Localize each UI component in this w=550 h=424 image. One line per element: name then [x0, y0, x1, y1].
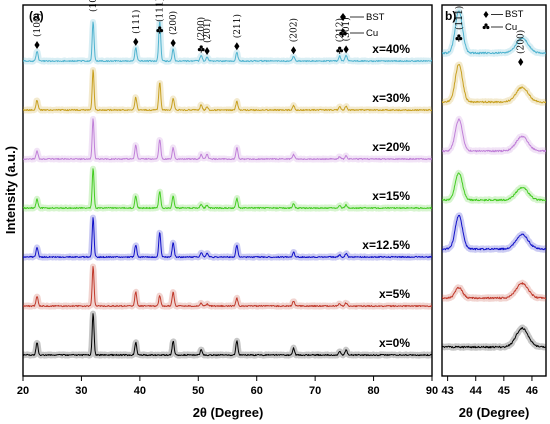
legend-bst-label: BST [366, 12, 385, 23]
b-series-line-6 [442, 10, 546, 55]
series-line-4 [23, 118, 432, 161]
peak-hkl-label: (202) [289, 18, 300, 42]
a-tick-label: 90 [426, 385, 438, 397]
legend-cu-label: Cu [366, 28, 378, 39]
panel-a-frame [22, 4, 433, 377]
peak-marker [290, 46, 297, 55]
b-tick-label: 45 [498, 385, 510, 397]
a-tick-label: 80 [367, 385, 379, 397]
panel-a-tag: (a) [29, 9, 44, 23]
peak-hkl-label: (200) [196, 17, 207, 41]
b-series-glow-3 [442, 169, 546, 204]
legend-b-bst-marker [483, 11, 489, 18]
b-peak-marker [455, 34, 463, 42]
peak-marker [34, 41, 40, 50]
b-peak-hkl-label: (200) [516, 30, 527, 54]
series-line-2 [23, 217, 432, 259]
series-line-0 [23, 313, 432, 357]
panel-b-tag: b) [445, 9, 456, 23]
legend-b-cu-marker [482, 23, 490, 30]
series-line-3 [23, 168, 432, 210]
panel-a-series-labels: x=0% x=5% x=12.5% x=15% x=20% x=30% x=40% [362, 42, 410, 350]
b-series-glow-4 [442, 115, 546, 155]
series-glow-1 [23, 263, 432, 310]
a-tick-label: 60 [251, 385, 263, 397]
series-glow-3 [23, 165, 432, 212]
peak-marker [336, 46, 344, 54]
b-series-line-4 [442, 118, 546, 153]
legend-b-bst-label: BST [505, 9, 524, 20]
series-label-0: x=0% [379, 336, 410, 350]
series-label-6: x=40% [372, 42, 410, 56]
b-series-glow-0 [442, 324, 546, 351]
peak-marker [133, 37, 139, 46]
a-tick-label: 40 [134, 385, 146, 397]
b-tick-label: 44 [470, 385, 483, 397]
peak-hkl-label: (111) [131, 10, 142, 34]
a-tick-label: 50 [192, 385, 204, 397]
b-peak-hkl-label: (111) [454, 6, 465, 30]
panel-a-traces [23, 18, 432, 359]
series-line-5 [23, 69, 432, 112]
peak-marker [170, 39, 176, 48]
series-label-1: x=5% [379, 287, 410, 301]
a-tick-label: 70 [309, 385, 321, 397]
panel-b-x-ticks: 43 44 45 46 [441, 376, 538, 397]
peak-marker [343, 45, 349, 54]
legend-cu-marker [339, 29, 347, 37]
b-series-line-0 [442, 327, 546, 349]
series-glow-5 [23, 67, 432, 114]
peak-hkl-label: (100) [32, 13, 43, 37]
panel-b-x-axis-title: 2θ (Degree) [459, 405, 530, 420]
peak-marker [156, 26, 164, 34]
series-label-3: x=15% [372, 189, 410, 203]
series-label-2: x=12.5% [362, 238, 410, 252]
panel-a-peak-labels: (100)(101)(111)(111)(200)(200)(201)(211)… [32, 0, 352, 56]
series-glow-4 [23, 115, 432, 163]
peak-hkl-label: (200) [168, 11, 179, 35]
b-tick-label: 46 [526, 385, 538, 397]
panel-b-frame [441, 4, 547, 377]
legend-b-cu-label: Cu [505, 22, 517, 33]
panel-b-legend: BST Cu [482, 9, 524, 33]
peak-hkl-label: (301) [341, 17, 352, 41]
panel-a-x-axis-title: 2θ (Degree) [193, 405, 264, 420]
a-tick-label: 20 [17, 385, 29, 397]
a-tick-label: 30 [75, 385, 87, 397]
peak-marker [204, 47, 210, 56]
panel-a-x-ticks: 20 30 40 50 60 70 80 90 [17, 376, 438, 397]
b-series-glow-1 [442, 279, 546, 302]
legend-bst-marker [340, 13, 346, 21]
series-glow-0 [23, 310, 432, 359]
b-series-line-1 [442, 282, 546, 300]
b-tick-label: 43 [441, 385, 453, 397]
b-series-line-2 [442, 214, 546, 251]
panel-b-traces [442, 7, 546, 351]
peak-hkl-label: (201) [202, 19, 213, 43]
b-series-line-5 [442, 64, 546, 104]
peak-hkl-label: (212) [335, 18, 346, 42]
peak-hkl-label: (211) [232, 14, 243, 38]
peak-marker [197, 45, 205, 53]
panel-a-legend: BST Cu [339, 12, 385, 39]
b-peak-marker [518, 58, 524, 66]
series-line-6 [23, 21, 432, 63]
b-series-line-3 [442, 172, 546, 202]
peak-marker [234, 42, 240, 51]
series-label-5: x=30% [372, 91, 410, 105]
series-line-1 [23, 266, 432, 308]
peak-hkl-label: (111) [155, 0, 166, 22]
series-label-4: x=20% [372, 140, 410, 154]
peak-hkl-label: (101) [88, 0, 99, 12]
panel-b-peak-labels: (111) (200) [454, 6, 527, 66]
y-axis-title: Intensity (a.u.) [3, 146, 18, 234]
